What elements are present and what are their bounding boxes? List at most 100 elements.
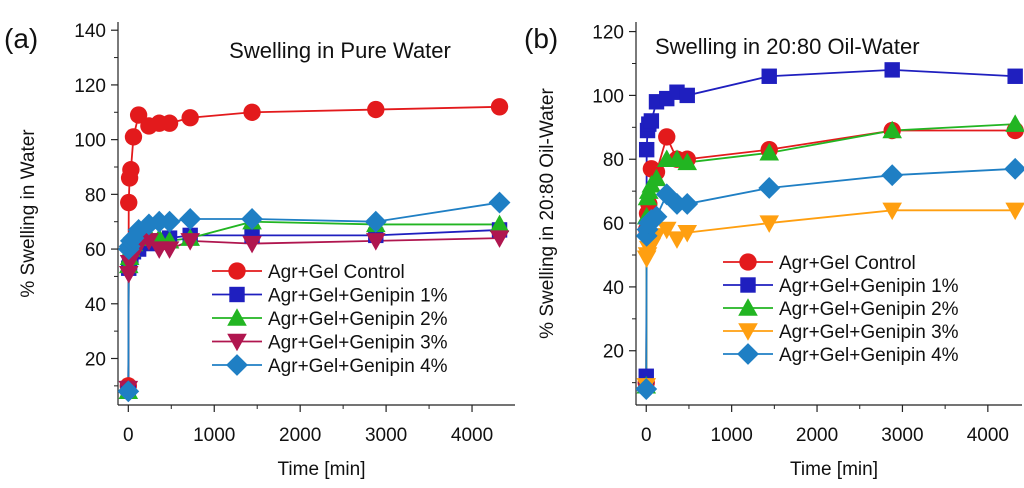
data-point-s0-p12 <box>490 98 509 116</box>
y-tick-label: 140 <box>74 21 106 42</box>
data-point-s0-p8 <box>160 114 179 132</box>
data-point-s4-p0 <box>118 380 140 403</box>
x-axis-label: Time [min] <box>278 459 366 480</box>
panel-label: (b) <box>524 23 558 54</box>
x-axis-label: Time [min] <box>790 459 878 480</box>
y-axis-label: % Swelling in 20:80 Oil-Water <box>537 88 558 339</box>
data-point-s4-p8 <box>676 193 699 215</box>
data-point-s2-p12 <box>489 214 510 233</box>
data-point-s4-p11 <box>1004 157 1024 180</box>
data-point-s3-p8 <box>159 241 180 259</box>
data-point-s4-p12 <box>488 191 511 214</box>
legend-label: Agr+Gel Control <box>268 262 405 283</box>
x-tick-label: 1000 <box>193 425 235 446</box>
x-tick-label: 3000 <box>365 425 407 446</box>
data-point-s4-p9 <box>758 177 781 199</box>
data-point-s3-p6 <box>139 233 159 251</box>
data-point-s3-p8 <box>677 224 698 243</box>
data-point-s4-p6 <box>138 213 160 236</box>
legend-label: Agr+Gel+Genipin 2% <box>779 299 959 320</box>
data-point-s0-p10 <box>243 103 261 121</box>
legend-marker <box>227 333 247 352</box>
data-point-s1-p8 <box>679 87 695 104</box>
data-point-s1-p9 <box>761 68 777 84</box>
x-tick-label: 2000 <box>279 425 321 446</box>
legend-label: Agr+Gel+Genipin 3% <box>268 333 448 354</box>
legend-marker <box>737 343 759 365</box>
x-tick-label: 4000 <box>967 425 1009 446</box>
y-tick-label: 80 <box>603 150 624 171</box>
legend-label: Agr+Gel+Genipin 2% <box>268 309 448 330</box>
data-point-s2-p8 <box>677 152 698 171</box>
y-tick-label: 20 <box>85 349 106 370</box>
y-tick-label: 120 <box>592 23 624 44</box>
data-point-s4-p8 <box>158 210 181 233</box>
series-group <box>118 98 511 403</box>
data-point-s3-p12 <box>489 230 510 248</box>
x-tick-label: 2000 <box>796 425 838 446</box>
chart-title: Swelling in 20:80 Oil-Water <box>655 34 920 59</box>
x-tick-label: 3000 <box>881 425 923 446</box>
data-point-s1-p11 <box>1007 68 1023 84</box>
panel-b: 20 40 60 80 100 120 0 1000 2000 3000 4000 Time [min… <box>524 22 1024 480</box>
legend-marker <box>227 308 247 326</box>
legend-label: Agr+Gel+Genipin 1% <box>779 276 959 297</box>
x-tick-label: 1000 <box>711 425 753 446</box>
data-point-s3-p10 <box>242 235 262 254</box>
x-tick-label: 0 <box>123 425 134 446</box>
data-point-s2-p11 <box>1005 114 1024 132</box>
y-tick-label: 100 <box>74 131 106 152</box>
data-point-s0-p11 <box>367 100 385 119</box>
data-point-s3-p7 <box>667 231 687 249</box>
data-point-s3-p11 <box>1005 202 1024 221</box>
data-point-s1-p4 <box>643 113 660 129</box>
data-point-s3-p1 <box>118 265 139 284</box>
legend-label: Agr+Gel+Genipin 4% <box>779 345 959 366</box>
legend-marker <box>738 298 758 316</box>
data-point-s4-p10 <box>881 164 904 187</box>
y-tick-label: 100 <box>592 86 624 107</box>
y-tick-label: 60 <box>85 240 106 261</box>
y-tick-label: 120 <box>74 76 106 97</box>
legend-marker <box>739 253 757 271</box>
data-point-s2-p5 <box>646 168 667 187</box>
data-point-s3-p11 <box>365 233 386 251</box>
y-tick-label: 80 <box>85 185 106 206</box>
data-point-s3-p9 <box>180 233 200 251</box>
legend-label: Agr+Gel+Genipin 1% <box>268 286 448 307</box>
data-point-s2-p9 <box>759 143 780 161</box>
panel-label: (a) <box>4 23 38 54</box>
legend-label: Agr+Gel+Genipin 4% <box>268 356 448 377</box>
data-point-s0-p4 <box>124 128 143 146</box>
y-tick-label: 20 <box>603 342 624 363</box>
data-point-s4-p0 <box>636 378 658 400</box>
data-point-s0-p1 <box>120 193 138 212</box>
data-point-s1-p10 <box>884 62 900 78</box>
data-point-s0-p6 <box>658 128 676 146</box>
data-point-s3-p9 <box>759 215 780 233</box>
legend-marker <box>738 323 758 341</box>
data-point-s2-p10 <box>882 120 902 139</box>
legend-label: Agr+Gel+Genipin 3% <box>779 322 959 343</box>
data-point-s3-p10 <box>882 202 902 221</box>
data-point-s4-p9 <box>179 208 202 230</box>
legend-label: Agr+Gel Control <box>779 253 916 274</box>
y-tick-label: 60 <box>603 214 624 235</box>
y-tick-label: 40 <box>85 295 106 316</box>
legend-marker <box>229 286 245 303</box>
data-point-s0-p9 <box>181 109 199 127</box>
data-point-s4-p11 <box>364 210 387 233</box>
x-tick-label: 4000 <box>451 425 493 446</box>
panel-a: 20 40 60 80 100 120 140 0 1000 2000 3000 4000 Time [… <box>4 21 515 480</box>
data-point-s3-p6 <box>656 221 677 240</box>
y-tick-label: 40 <box>603 278 624 299</box>
x-tick-label: 0 <box>641 425 652 446</box>
series-group <box>636 62 1024 400</box>
data-point-s4-p5 <box>645 205 668 228</box>
legend-marker <box>226 354 248 376</box>
data-point-s4-p10 <box>241 208 263 230</box>
